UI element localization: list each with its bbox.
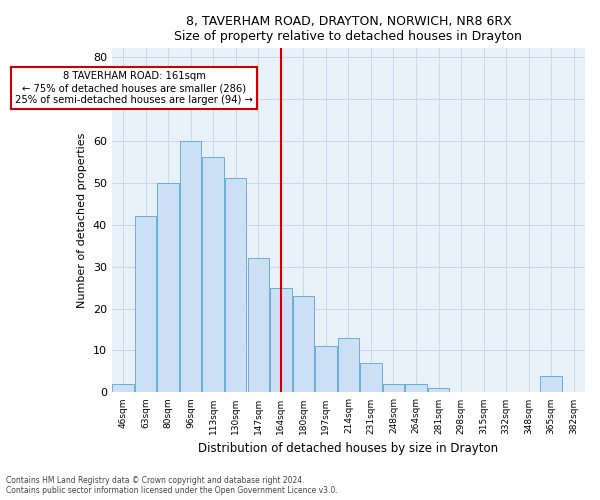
Bar bbox=[315, 346, 337, 393]
Bar bbox=[248, 258, 269, 392]
Bar bbox=[157, 182, 179, 392]
Bar bbox=[293, 296, 314, 392]
Text: 8 TAVERHAM ROAD: 161sqm
← 75% of detached houses are smaller (286)
25% of semi-d: 8 TAVERHAM ROAD: 161sqm ← 75% of detache… bbox=[16, 72, 253, 104]
Bar bbox=[541, 376, 562, 392]
Bar bbox=[270, 288, 292, 393]
Bar bbox=[405, 384, 427, 392]
X-axis label: Distribution of detached houses by size in Drayton: Distribution of detached houses by size … bbox=[199, 442, 499, 455]
Bar bbox=[202, 158, 224, 392]
Text: Contains HM Land Registry data © Crown copyright and database right 2024.
Contai: Contains HM Land Registry data © Crown c… bbox=[6, 476, 338, 495]
Bar bbox=[338, 338, 359, 392]
Bar bbox=[180, 140, 202, 392]
Title: 8, TAVERHAM ROAD, DRAYTON, NORWICH, NR8 6RX
Size of property relative to detache: 8, TAVERHAM ROAD, DRAYTON, NORWICH, NR8 … bbox=[175, 15, 523, 43]
Bar bbox=[383, 384, 404, 392]
Bar bbox=[112, 384, 134, 392]
Bar bbox=[360, 363, 382, 392]
Bar bbox=[225, 178, 247, 392]
Bar bbox=[428, 388, 449, 392]
Y-axis label: Number of detached properties: Number of detached properties bbox=[77, 132, 87, 308]
Bar bbox=[135, 216, 156, 392]
